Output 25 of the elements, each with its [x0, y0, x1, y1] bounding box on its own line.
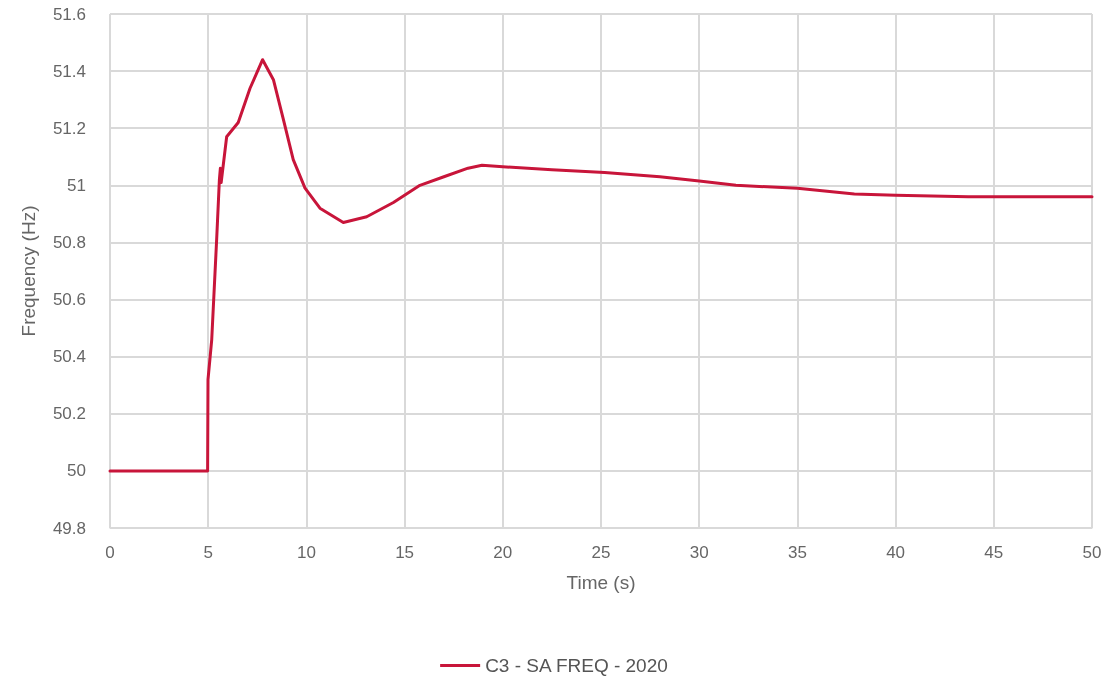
y-tick-label: 50.4	[52, 347, 86, 367]
y-tick-label: 51.4	[52, 61, 86, 81]
y-tick-label: 51.2	[52, 118, 86, 138]
x-tick-label: 40	[886, 543, 906, 562]
x-tick-label: 45	[984, 543, 1004, 562]
x-tick-label: 15	[395, 543, 415, 562]
x-axis-title: Time (s)	[566, 572, 636, 593]
x-tick-label: 20	[493, 543, 513, 562]
x-tick-label: 25	[591, 543, 611, 562]
x-tick-label: 30	[689, 543, 709, 562]
x-tick-label: 10	[296, 543, 316, 562]
legend-label: C3 - SA FREQ - 2020	[485, 655, 668, 676]
x-tick-label: 50	[1082, 543, 1102, 562]
y-tick-label: 50.6	[52, 290, 86, 310]
y-tick-label: 49.8	[52, 518, 86, 538]
y-tick-label: 50.8	[52, 232, 86, 252]
y-axis-title: Frequency (Hz)	[18, 205, 39, 337]
line-series	[108, 58, 1094, 473]
y-tick-label: 51.6	[52, 4, 86, 24]
x-tick-label: 5	[203, 543, 213, 562]
x-tick-label: 35	[787, 543, 807, 562]
x-tick-label: 0	[105, 543, 115, 562]
y-tick-label: 50.2	[52, 404, 86, 424]
y-tick-label: 50	[67, 461, 86, 481]
y-tick-label: 51	[67, 175, 86, 195]
